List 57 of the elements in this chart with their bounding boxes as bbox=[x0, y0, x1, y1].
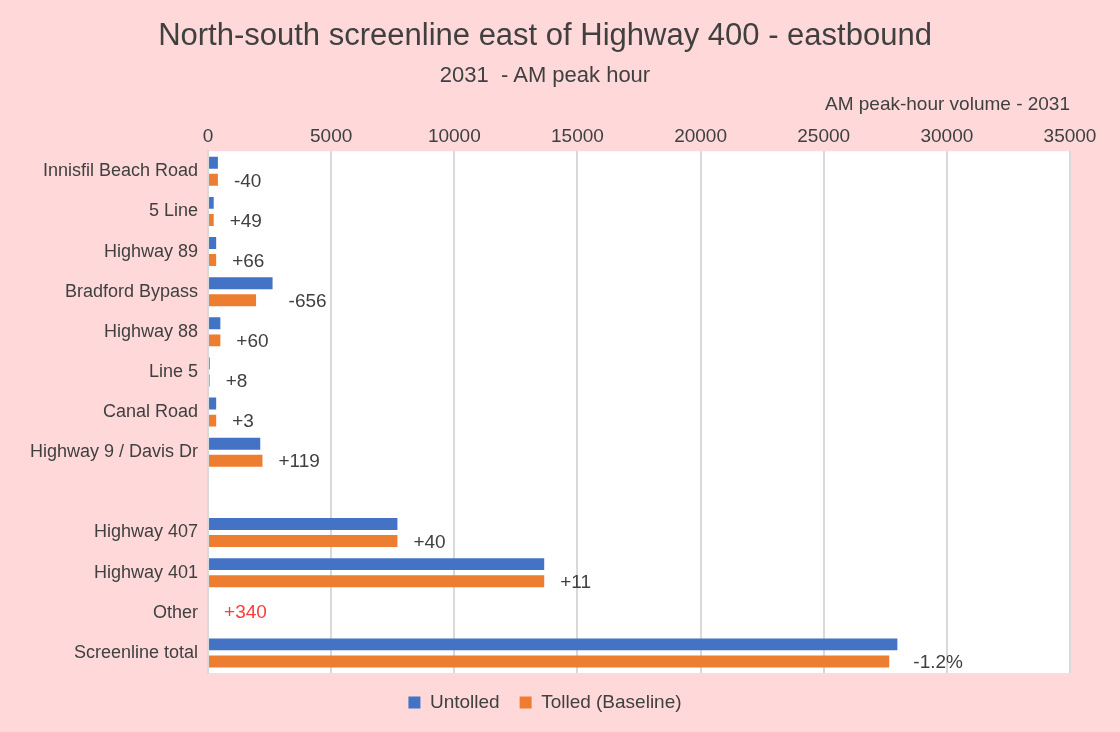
y-tick-label: Canal Road bbox=[102, 401, 199, 422]
y-tick-label: Highway 88 bbox=[103, 320, 199, 341]
y-tick-label: Bradford Bypass bbox=[64, 280, 199, 301]
x-axis-title: AM peak-hour volume - 2031 bbox=[824, 93, 1070, 115]
bar bbox=[209, 196, 214, 209]
x-tick-label: 30000 bbox=[920, 125, 974, 147]
annotation: -40 bbox=[233, 169, 262, 191]
x-tick-label: 35000 bbox=[1043, 125, 1097, 147]
annotation: -656 bbox=[288, 289, 327, 311]
bar bbox=[209, 518, 398, 530]
bar bbox=[209, 156, 218, 169]
y-tick-label: Line 5 bbox=[149, 360, 199, 381]
x-tick-label: 25000 bbox=[797, 125, 851, 147]
annotation: +8 bbox=[225, 370, 248, 392]
bar bbox=[209, 437, 261, 450]
bar bbox=[209, 237, 217, 249]
y-tick-label: Highway 9 / Davis Dr bbox=[30, 441, 199, 462]
bar bbox=[209, 277, 273, 290]
bar bbox=[209, 397, 217, 410]
x-tick-label: 10000 bbox=[427, 125, 481, 147]
chart-title: North-south screenline east of Highway 400 - eastbound bbox=[158, 17, 932, 53]
bar bbox=[209, 173, 218, 186]
y-tick-label: Highway 89 bbox=[103, 240, 199, 261]
annotation: +11 bbox=[560, 570, 592, 592]
annotation: +66 bbox=[232, 249, 265, 271]
bar bbox=[209, 535, 398, 548]
chart-subtitle: 2031 - AM peak hour bbox=[439, 62, 651, 88]
y-tick-label: Highway 401 bbox=[93, 561, 199, 582]
legend-label: Untolled bbox=[429, 690, 500, 712]
bar bbox=[209, 638, 898, 651]
y-tick-label: Screenline total bbox=[73, 641, 199, 662]
annotation: +119 bbox=[278, 450, 320, 472]
x-tick-label: 20000 bbox=[674, 125, 728, 147]
annotation: +340 bbox=[224, 601, 267, 623]
y-tick-label: Other bbox=[153, 601, 199, 622]
bar bbox=[209, 254, 217, 267]
legend-label: Tolled (Baseline) bbox=[541, 690, 682, 712]
y-tick-label: Innisfil Beach Road bbox=[42, 160, 199, 181]
bar bbox=[209, 334, 221, 347]
annotation: +49 bbox=[229, 209, 262, 231]
x-tick-label: 0 bbox=[202, 125, 214, 147]
y-tick-label: 5 Line bbox=[149, 200, 199, 221]
bar bbox=[209, 213, 214, 226]
annotation: +40 bbox=[413, 530, 446, 552]
annotation: +60 bbox=[236, 330, 269, 352]
bar bbox=[209, 575, 545, 588]
bar bbox=[209, 317, 221, 330]
x-tick-label: 5000 bbox=[310, 125, 353, 147]
bar bbox=[209, 414, 217, 427]
annotation: +3 bbox=[232, 410, 254, 432]
x-tick-label: 15000 bbox=[551, 125, 604, 147]
bar bbox=[209, 655, 890, 668]
y-tick-label: Highway 407 bbox=[93, 521, 199, 542]
bar bbox=[209, 558, 545, 571]
bar bbox=[209, 454, 263, 467]
bar bbox=[209, 294, 257, 307]
annotation: -1.2% bbox=[913, 651, 964, 673]
